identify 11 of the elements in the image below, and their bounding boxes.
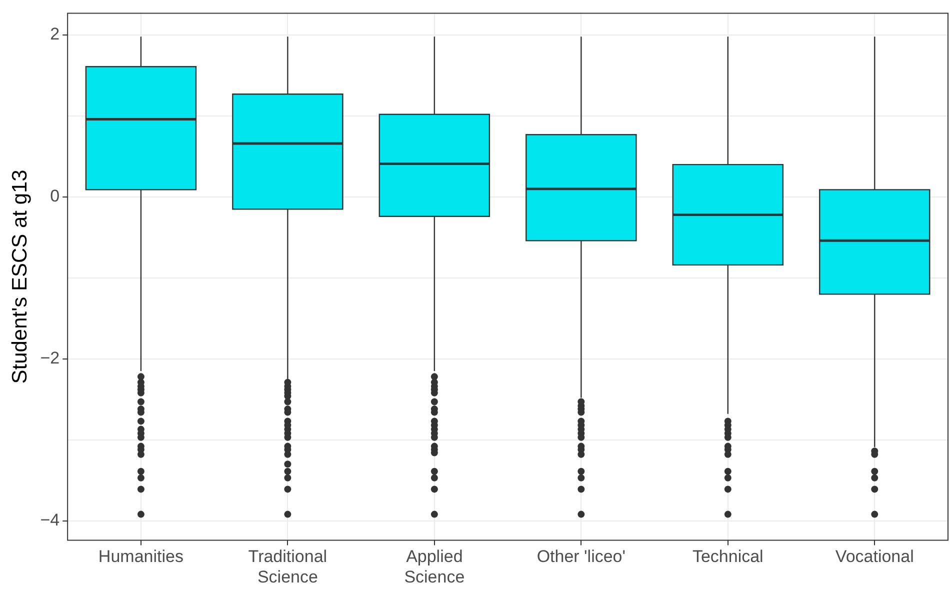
x-tick-label: Technical (692, 547, 764, 566)
x-tick-label: Vocational (835, 547, 914, 566)
x-tick-label: Other 'liceo' (536, 547, 626, 566)
y-tick-label: 2 (50, 24, 60, 44)
y-tick-label: −4 (40, 510, 60, 530)
y-tick-label: −2 (40, 348, 60, 368)
x-tick-label: Humanities (98, 547, 184, 566)
x-tick-label: Applied Science (404, 547, 465, 586)
y-axis-title: Student's ESCS at g13 (8, 170, 32, 384)
x-tick-label: Traditional Science (248, 547, 328, 586)
y-tick-label: 0 (50, 186, 60, 206)
